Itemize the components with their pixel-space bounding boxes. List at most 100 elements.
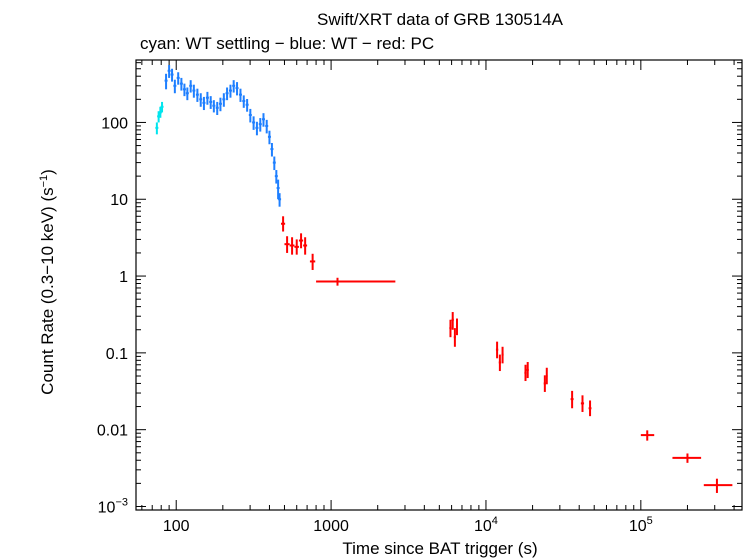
data-points bbox=[155, 64, 733, 493]
x-tick-label-text: 10 bbox=[474, 518, 492, 535]
data-point-pc bbox=[501, 346, 504, 364]
data-point-wt bbox=[209, 96, 213, 109]
data-point-wt bbox=[261, 113, 265, 127]
data-point-pc bbox=[449, 319, 452, 338]
data-point-wt bbox=[232, 80, 236, 93]
data-point-pc bbox=[294, 239, 299, 255]
data-point-wt bbox=[245, 98, 249, 112]
data-point-wt bbox=[185, 87, 189, 101]
data-point-wt bbox=[167, 64, 171, 78]
x-tick-label-exponent: 4 bbox=[492, 515, 498, 527]
data-point-wt bbox=[272, 156, 276, 171]
data-point-wt bbox=[228, 84, 232, 98]
data-point-wt bbox=[242, 95, 246, 108]
data-point-pc bbox=[451, 312, 454, 330]
data-point-wt bbox=[258, 118, 262, 132]
data-point-wt bbox=[276, 179, 280, 200]
y-tick-label: 10−3 bbox=[98, 496, 128, 516]
x-tick-label-text: 1000 bbox=[313, 518, 349, 535]
data-point-pc bbox=[316, 277, 396, 286]
data-point-wt bbox=[182, 83, 186, 97]
data-point-pc bbox=[284, 236, 290, 253]
data-point-pc bbox=[640, 430, 655, 441]
y-tick-label-text: 10 bbox=[110, 192, 128, 209]
data-point-wt bbox=[267, 130, 271, 145]
data-point-pc bbox=[303, 237, 308, 255]
data-point-pc bbox=[545, 367, 548, 385]
y-tick-label: 1 bbox=[119, 269, 128, 286]
data-point-pc bbox=[588, 400, 592, 417]
y-tick-label-text: 1 bbox=[119, 269, 128, 286]
data-point-wt bbox=[225, 87, 229, 101]
data-point-wt bbox=[218, 97, 222, 112]
series-pc bbox=[281, 216, 733, 493]
data-point-pc bbox=[703, 478, 733, 493]
data-point-pc bbox=[453, 328, 456, 347]
data-point-pc bbox=[672, 453, 702, 463]
data-point-wt bbox=[255, 121, 259, 136]
chart-subtitle: cyan: WT settling − blue: WT − red: PC bbox=[140, 34, 434, 53]
y-tick-label-exponent: −3 bbox=[115, 496, 128, 508]
data-point-pc bbox=[526, 362, 529, 379]
y-axis-label-exponent: −1 bbox=[38, 175, 50, 188]
data-point-wt-settling bbox=[155, 122, 159, 135]
x-tick-label-text: 10 bbox=[629, 518, 647, 535]
y-axis-label: Count Rate (0.3−10 keV) (s−1) bbox=[38, 169, 57, 395]
data-point-wt bbox=[252, 116, 256, 130]
data-point-pc bbox=[543, 375, 546, 392]
data-point-pc bbox=[309, 253, 316, 270]
data-point-wt bbox=[215, 101, 219, 115]
data-point-wt-settling bbox=[160, 101, 164, 113]
data-point-wt bbox=[170, 68, 174, 82]
data-point-wt bbox=[205, 91, 209, 105]
x-axis-label: Time since BAT trigger (s) bbox=[342, 539, 537, 558]
data-point-pc bbox=[524, 364, 527, 382]
y-axis-label-main: Count Rate (0.3−10 keV) (s bbox=[38, 187, 57, 394]
plot-frame bbox=[135, 59, 743, 511]
data-point-wt bbox=[189, 80, 193, 93]
y-axis-label-end: ) bbox=[38, 169, 57, 175]
data-point-wt bbox=[164, 73, 168, 90]
y-tick-label: 0.01 bbox=[97, 423, 128, 440]
x-tick-label-exponent: 5 bbox=[647, 515, 653, 527]
y-tick-label: 100 bbox=[101, 115, 128, 132]
data-point-wt bbox=[195, 88, 199, 102]
data-point-pc bbox=[281, 216, 286, 232]
x-tick-label: 104 bbox=[474, 515, 498, 535]
series-wt bbox=[164, 64, 282, 207]
data-point-wt bbox=[173, 79, 177, 94]
data-point-wt bbox=[176, 72, 180, 85]
data-point-wt bbox=[192, 84, 196, 98]
data-point-wt bbox=[265, 119, 269, 134]
x-tick-label: 105 bbox=[629, 515, 653, 535]
data-point-pc bbox=[495, 341, 499, 359]
data-point-wt bbox=[270, 142, 274, 157]
y-tick-label: 0.1 bbox=[106, 346, 128, 363]
data-point-wt bbox=[235, 82, 239, 96]
data-point-wt bbox=[199, 93, 203, 107]
data-point-pc bbox=[455, 318, 459, 336]
data-point-wt bbox=[179, 77, 183, 91]
data-point-wt bbox=[222, 93, 226, 107]
y-tick-label-text: 10 bbox=[98, 499, 116, 516]
x-tick-label: 100 bbox=[163, 518, 190, 535]
data-point-pc bbox=[570, 390, 574, 409]
data-point-wt bbox=[248, 108, 252, 123]
series-wt-settling bbox=[155, 101, 164, 135]
x-tick-label: 1000 bbox=[313, 518, 349, 535]
x-tick-label-text: 100 bbox=[163, 518, 190, 535]
data-point-wt bbox=[212, 100, 216, 113]
data-point-pc bbox=[498, 354, 501, 372]
data-point-pc bbox=[289, 237, 295, 255]
data-point-wt bbox=[238, 88, 242, 102]
y-tick-label-text: 0.1 bbox=[106, 346, 128, 363]
data-point-wt bbox=[202, 96, 206, 111]
chart-title: Swift/XRT data of GRB 130514A bbox=[317, 10, 564, 29]
y-tick-label-text: 0.01 bbox=[97, 423, 128, 440]
data-point-wt bbox=[274, 170, 278, 184]
y-tick-label: 10 bbox=[110, 192, 128, 209]
y-tick-label-text: 100 bbox=[101, 115, 128, 132]
data-point-pc bbox=[580, 395, 585, 412]
